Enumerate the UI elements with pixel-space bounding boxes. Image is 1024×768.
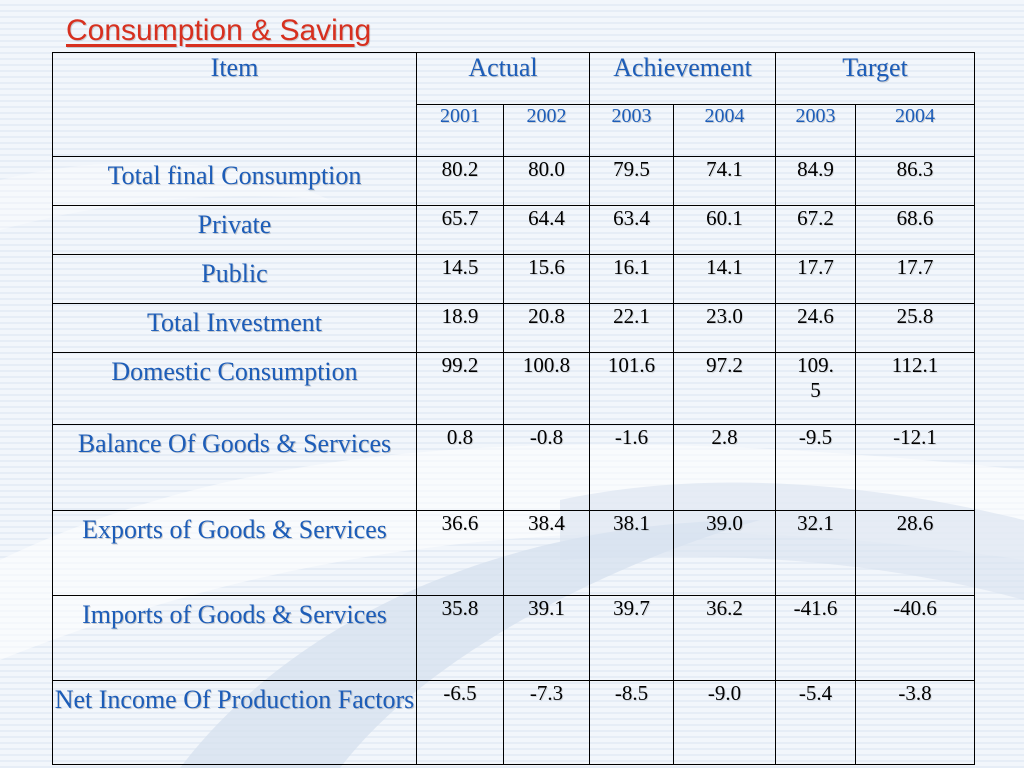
table-cell: -0.8 bbox=[503, 424, 590, 511]
table-row: Public 14.5 15.6 16.1 14.1 17.7 17.7 bbox=[52, 254, 975, 304]
table-cell: 84.9 bbox=[775, 156, 856, 206]
year-header: 2003 bbox=[775, 104, 856, 157]
year-header: 2002 bbox=[503, 104, 590, 157]
row-label: Net Income Of Production Factors bbox=[52, 680, 417, 765]
table-row: Total final Consumption 80.2 80.0 79.5 7… bbox=[52, 156, 975, 206]
row-label: Imports of Goods & Services bbox=[52, 595, 417, 681]
row-label: Total Investment bbox=[52, 303, 417, 353]
column-header-item: Item bbox=[52, 52, 417, 157]
table-cell: 18.9 bbox=[416, 303, 504, 353]
column-group-target: Target bbox=[775, 52, 975, 105]
table-cell: 16.1 bbox=[589, 254, 674, 304]
table-cell: 23.0 bbox=[673, 303, 776, 353]
table-cell: 17.7 bbox=[855, 254, 975, 304]
table-cell: 80.0 bbox=[503, 156, 590, 206]
year-header: 2001 bbox=[416, 104, 504, 157]
table-cell: -6.5 bbox=[416, 680, 504, 765]
table-cell: 112.1 bbox=[855, 352, 975, 425]
table-cell: 32.1 bbox=[775, 510, 856, 596]
table-cell: 39.7 bbox=[589, 595, 674, 681]
column-group-achievement: Achievement bbox=[589, 52, 776, 105]
table-cell: 17.7 bbox=[775, 254, 856, 304]
slide-title: Consumption & Saving bbox=[66, 14, 372, 47]
table-cell: 14.5 bbox=[416, 254, 504, 304]
table-cell: 101.6 bbox=[589, 352, 674, 425]
row-label: Public bbox=[52, 254, 417, 304]
column-group-actual: Actual bbox=[416, 52, 590, 105]
table-cell: 38.4 bbox=[503, 510, 590, 596]
table-cell: 79.5 bbox=[589, 156, 674, 206]
table-cell: 24.6 bbox=[775, 303, 856, 353]
table-cell: 39.0 bbox=[673, 510, 776, 596]
row-label: Exports of Goods & Services bbox=[52, 510, 417, 596]
table-row: Private 65.7 64.4 63.4 60.1 67.2 68.6 bbox=[52, 205, 975, 255]
table-cell: 68.6 bbox=[855, 205, 975, 255]
table-row: Exports of Goods & Services 36.6 38.4 38… bbox=[52, 510, 975, 596]
table-cell: 20.8 bbox=[503, 303, 590, 353]
table-cell: 25.8 bbox=[855, 303, 975, 353]
table-cell: -1.6 bbox=[589, 424, 674, 511]
table-cell: 0.8 bbox=[416, 424, 504, 511]
row-label: Private bbox=[52, 205, 417, 255]
table-cell: 36.2 bbox=[673, 595, 776, 681]
table-cell: 100.8 bbox=[503, 352, 590, 425]
table-cell: 22.1 bbox=[589, 303, 674, 353]
table-cell: -9.0 bbox=[673, 680, 776, 765]
table-row: Net Income Of Production Factors -6.5 -7… bbox=[52, 680, 975, 765]
table-cell: 99.2 bbox=[416, 352, 504, 425]
year-header: 2004 bbox=[673, 104, 776, 157]
table-cell: 14.1 bbox=[673, 254, 776, 304]
table-cell: 39.1 bbox=[503, 595, 590, 681]
row-label: Total final Consumption bbox=[52, 156, 417, 206]
table-row: Domestic Consumption 99.2 100.8 101.6 97… bbox=[52, 352, 975, 425]
table-cell: -40.6 bbox=[855, 595, 975, 681]
table-cell: 38.1 bbox=[589, 510, 674, 596]
table-cell: -41.6 bbox=[775, 595, 856, 681]
table-cell: 80.2 bbox=[416, 156, 504, 206]
row-label: Domestic Consumption bbox=[52, 352, 417, 425]
table-cell: -3.8 bbox=[855, 680, 975, 765]
table-cell: 2.8 bbox=[673, 424, 776, 511]
table-cell: 86.3 bbox=[855, 156, 975, 206]
table-cell: 15.6 bbox=[503, 254, 590, 304]
table-cell: 64.4 bbox=[503, 205, 590, 255]
table-cell: -9.5 bbox=[775, 424, 856, 511]
table-cell: -7.3 bbox=[503, 680, 590, 765]
table-cell: 28.6 bbox=[855, 510, 975, 596]
table-row: Total Investment 18.9 20.8 22.1 23.0 24.… bbox=[52, 303, 975, 353]
table-cell: -5.4 bbox=[775, 680, 856, 765]
table-cell: 97.2 bbox=[673, 352, 776, 425]
table-cell: 74.1 bbox=[673, 156, 776, 206]
year-header: 2004 bbox=[855, 104, 975, 157]
consumption-saving-table: Item Actual Achievement Target 2001 2002… bbox=[52, 52, 975, 765]
table-cell: 65.7 bbox=[416, 205, 504, 255]
table-row: Imports of Goods & Services 35.8 39.1 39… bbox=[52, 595, 975, 681]
row-label: Balance Of Goods & Services bbox=[52, 424, 417, 511]
table-cell: 109.5 bbox=[775, 352, 856, 425]
year-header: 2003 bbox=[589, 104, 674, 157]
table-cell: 35.8 bbox=[416, 595, 504, 681]
table-cell: -12.1 bbox=[855, 424, 975, 511]
table-cell: 67.2 bbox=[775, 205, 856, 255]
table-cell: 60.1 bbox=[673, 205, 776, 255]
table-cell: -8.5 bbox=[589, 680, 674, 765]
table-cell: 63.4 bbox=[589, 205, 674, 255]
table-row: Balance Of Goods & Services 0.8 -0.8 -1.… bbox=[52, 424, 975, 511]
table-cell: 36.6 bbox=[416, 510, 504, 596]
